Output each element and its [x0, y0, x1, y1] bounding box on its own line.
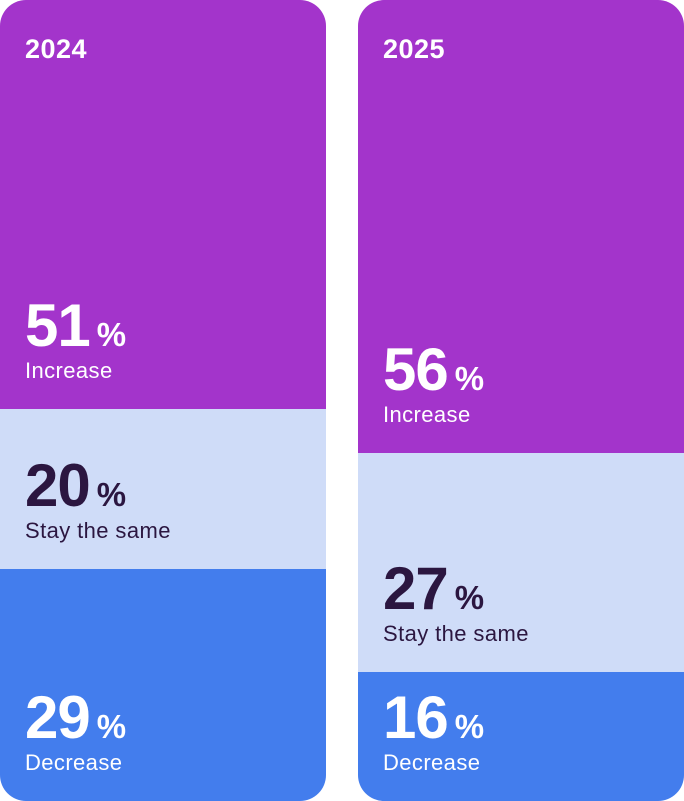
bar-segment-same: 27% Stay the same [358, 453, 684, 672]
category-label-year: 2024 [25, 34, 88, 64]
data-label-percent-sign: % [454, 578, 485, 616]
data-label-value: 56 [383, 336, 449, 404]
series-label: Stay the same [383, 620, 529, 646]
data-label-group: 16% Decrease [383, 687, 485, 776]
data-label-value: 51 [25, 291, 91, 359]
year-column-2025: 56% Increase 27% Stay the same 16% Decrease 20… [358, 0, 684, 801]
data-label-percent-sign: % [96, 707, 127, 745]
data-label-value: 27 [383, 554, 449, 622]
category-label-year: 2025 [383, 34, 446, 64]
bar-segment-same: 20% Stay the same [0, 408, 326, 569]
year-column-2024: 51% Increase 20% Stay the same 29% Decrease 20… [0, 0, 326, 801]
series-label: Decrease [25, 749, 123, 775]
series-label: Increase [25, 357, 113, 383]
series-label: Stay the same [25, 517, 171, 543]
bar-segment-decrease: 16% Decrease [358, 671, 684, 801]
series-label: Decrease [383, 749, 481, 775]
data-label-value: 29 [25, 683, 91, 751]
data-label-percent-sign: % [96, 315, 127, 353]
data-label-group: 56% Increase [383, 340, 484, 428]
data-label-value: 20 [25, 451, 91, 519]
data-label-percent-sign: % [454, 707, 485, 745]
series-label: Increase [383, 402, 471, 428]
data-label-percent-sign: % [454, 360, 485, 398]
data-label-percent-sign: % [96, 475, 127, 513]
bar-segment-decrease: 29% Decrease [0, 568, 326, 801]
data-label-group: 51% Increase [25, 295, 127, 384]
data-label-value: 16 [383, 683, 449, 751]
data-label-group: 29% Decrease [25, 687, 127, 776]
data-label-group: 27% Stay the same [383, 558, 529, 647]
bar-segment-increase: 51% Increase [0, 0, 326, 409]
data-label-group: 20% Stay the same [25, 455, 171, 544]
bar-segment-increase: 56% Increase [358, 0, 684, 454]
